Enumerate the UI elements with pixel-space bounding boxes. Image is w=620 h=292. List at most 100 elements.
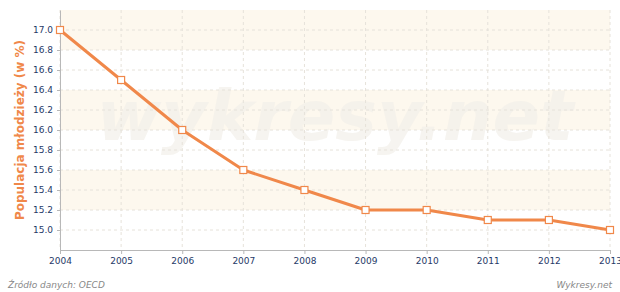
tick: 16.2 xyxy=(33,105,60,115)
tick-label: 16.6 xyxy=(33,65,53,75)
tick-label: 15.2 xyxy=(33,205,53,215)
tick: 2012 xyxy=(538,250,561,266)
tick: 2004 xyxy=(49,250,72,266)
plot-background xyxy=(60,10,610,250)
tick: 2010 xyxy=(416,250,439,266)
tick-label: 2006 xyxy=(171,256,194,266)
tick-label: 2011 xyxy=(477,256,500,266)
grid-line-y xyxy=(60,130,610,131)
tick-label: 15.6 xyxy=(33,165,53,175)
grid-line-y xyxy=(60,230,610,231)
tick: 15.8 xyxy=(33,145,60,155)
axis-line xyxy=(61,250,611,251)
tick: 15.0 xyxy=(33,225,60,235)
marker xyxy=(607,227,614,234)
tick-label: 2005 xyxy=(110,256,133,266)
marker xyxy=(545,217,552,224)
tick-mark xyxy=(610,250,611,254)
tick-label: 2009 xyxy=(355,256,378,266)
tick: 2013 xyxy=(599,250,620,266)
tick-mark xyxy=(57,130,60,131)
tick-label: 15.4 xyxy=(33,185,53,195)
tick-mark xyxy=(57,110,60,111)
grid-line-x xyxy=(304,10,305,250)
marker xyxy=(179,127,186,134)
grid-line-x xyxy=(610,10,611,250)
tick-mark xyxy=(57,150,60,151)
grid-line-y xyxy=(60,170,610,171)
marker xyxy=(240,167,247,174)
tick: 2007 xyxy=(232,250,255,266)
plot-band xyxy=(60,10,610,30)
tick-mark xyxy=(60,250,61,254)
tick-mark xyxy=(549,250,550,254)
tick-label: 15.0 xyxy=(33,225,53,235)
tick-label: 2013 xyxy=(599,256,620,266)
tick-mark xyxy=(57,50,60,51)
source: Źródło danych: OECD xyxy=(7,279,105,290)
tick-label: 16.0 xyxy=(33,125,53,135)
marker xyxy=(57,27,64,34)
grid xyxy=(60,10,610,250)
grid-line-y xyxy=(60,30,610,31)
tick: 2005 xyxy=(110,250,133,266)
tick-mark xyxy=(304,250,305,254)
line xyxy=(60,30,610,230)
plot: wykresy.net15.015.215.415.615.816.016.21… xyxy=(33,10,620,266)
credit: Wykresy.net xyxy=(556,280,612,290)
tick-label: 2007 xyxy=(232,256,255,266)
tick-mark xyxy=(243,250,244,254)
grid-line-y xyxy=(60,110,610,111)
tick: 15.4 xyxy=(33,185,60,195)
tick-mark xyxy=(57,70,60,71)
tick-mark xyxy=(366,250,367,254)
tick-label: 16.4 xyxy=(33,85,53,95)
marker xyxy=(362,207,369,214)
tick: 2008 xyxy=(293,250,316,266)
x-axis: 2004 2005 2006 2007 2008 2009 2010 2011 2012 2013 xyxy=(49,250,620,266)
chart: wykresy.net15.015.215.415.615.816.016.21… xyxy=(0,0,620,292)
grid-line-x xyxy=(121,10,122,250)
grid-line-y xyxy=(60,150,610,151)
tick: 2011 xyxy=(477,250,500,266)
tick-mark xyxy=(57,90,60,91)
tick-label: 17.0 xyxy=(33,25,53,35)
tick-label: 2004 xyxy=(49,256,72,266)
tick: 15.6 xyxy=(33,165,60,175)
tick-label: 16.2 xyxy=(33,105,53,115)
plot-band xyxy=(60,30,610,50)
tick: 2009 xyxy=(355,250,378,266)
tick-label: 2008 xyxy=(293,256,316,266)
tick-mark xyxy=(488,250,489,254)
series-group xyxy=(57,27,614,234)
marker xyxy=(301,187,308,194)
grid-line-x xyxy=(243,10,244,250)
axis-line xyxy=(60,11,61,251)
marker xyxy=(118,77,125,84)
marker xyxy=(423,207,430,214)
grid-line-x xyxy=(548,10,549,250)
tick-mark xyxy=(57,230,60,231)
tick: 16.8 xyxy=(33,45,60,55)
tick-label: 2012 xyxy=(538,256,561,266)
y-axis-title: Populacja młodzieży (w %) xyxy=(13,40,27,220)
tick: 16.4 xyxy=(33,85,60,95)
tick: 16.0 xyxy=(33,125,60,135)
tick: 16.6 xyxy=(33,65,60,75)
grid-line-y xyxy=(60,190,610,191)
tick-mark xyxy=(121,250,122,254)
tick: 15.2 xyxy=(33,205,60,215)
grid-line-y xyxy=(60,50,610,51)
tick: 2006 xyxy=(171,250,194,266)
tick-label: 2010 xyxy=(416,256,439,266)
grid-line-x xyxy=(487,10,488,250)
marker xyxy=(484,217,491,224)
tick-mark xyxy=(427,250,428,254)
y-axis: 15.0 15.2 15.4 15.6 15.8 16.0 16.2 16.4 16.6 16.8… xyxy=(33,11,61,251)
tick-label: 16.8 xyxy=(33,45,53,55)
grid-line-y xyxy=(60,70,610,71)
tick-mark xyxy=(182,250,183,254)
tick-mark xyxy=(57,190,60,191)
tick-mark xyxy=(57,170,60,171)
grid-line-y xyxy=(60,210,610,211)
